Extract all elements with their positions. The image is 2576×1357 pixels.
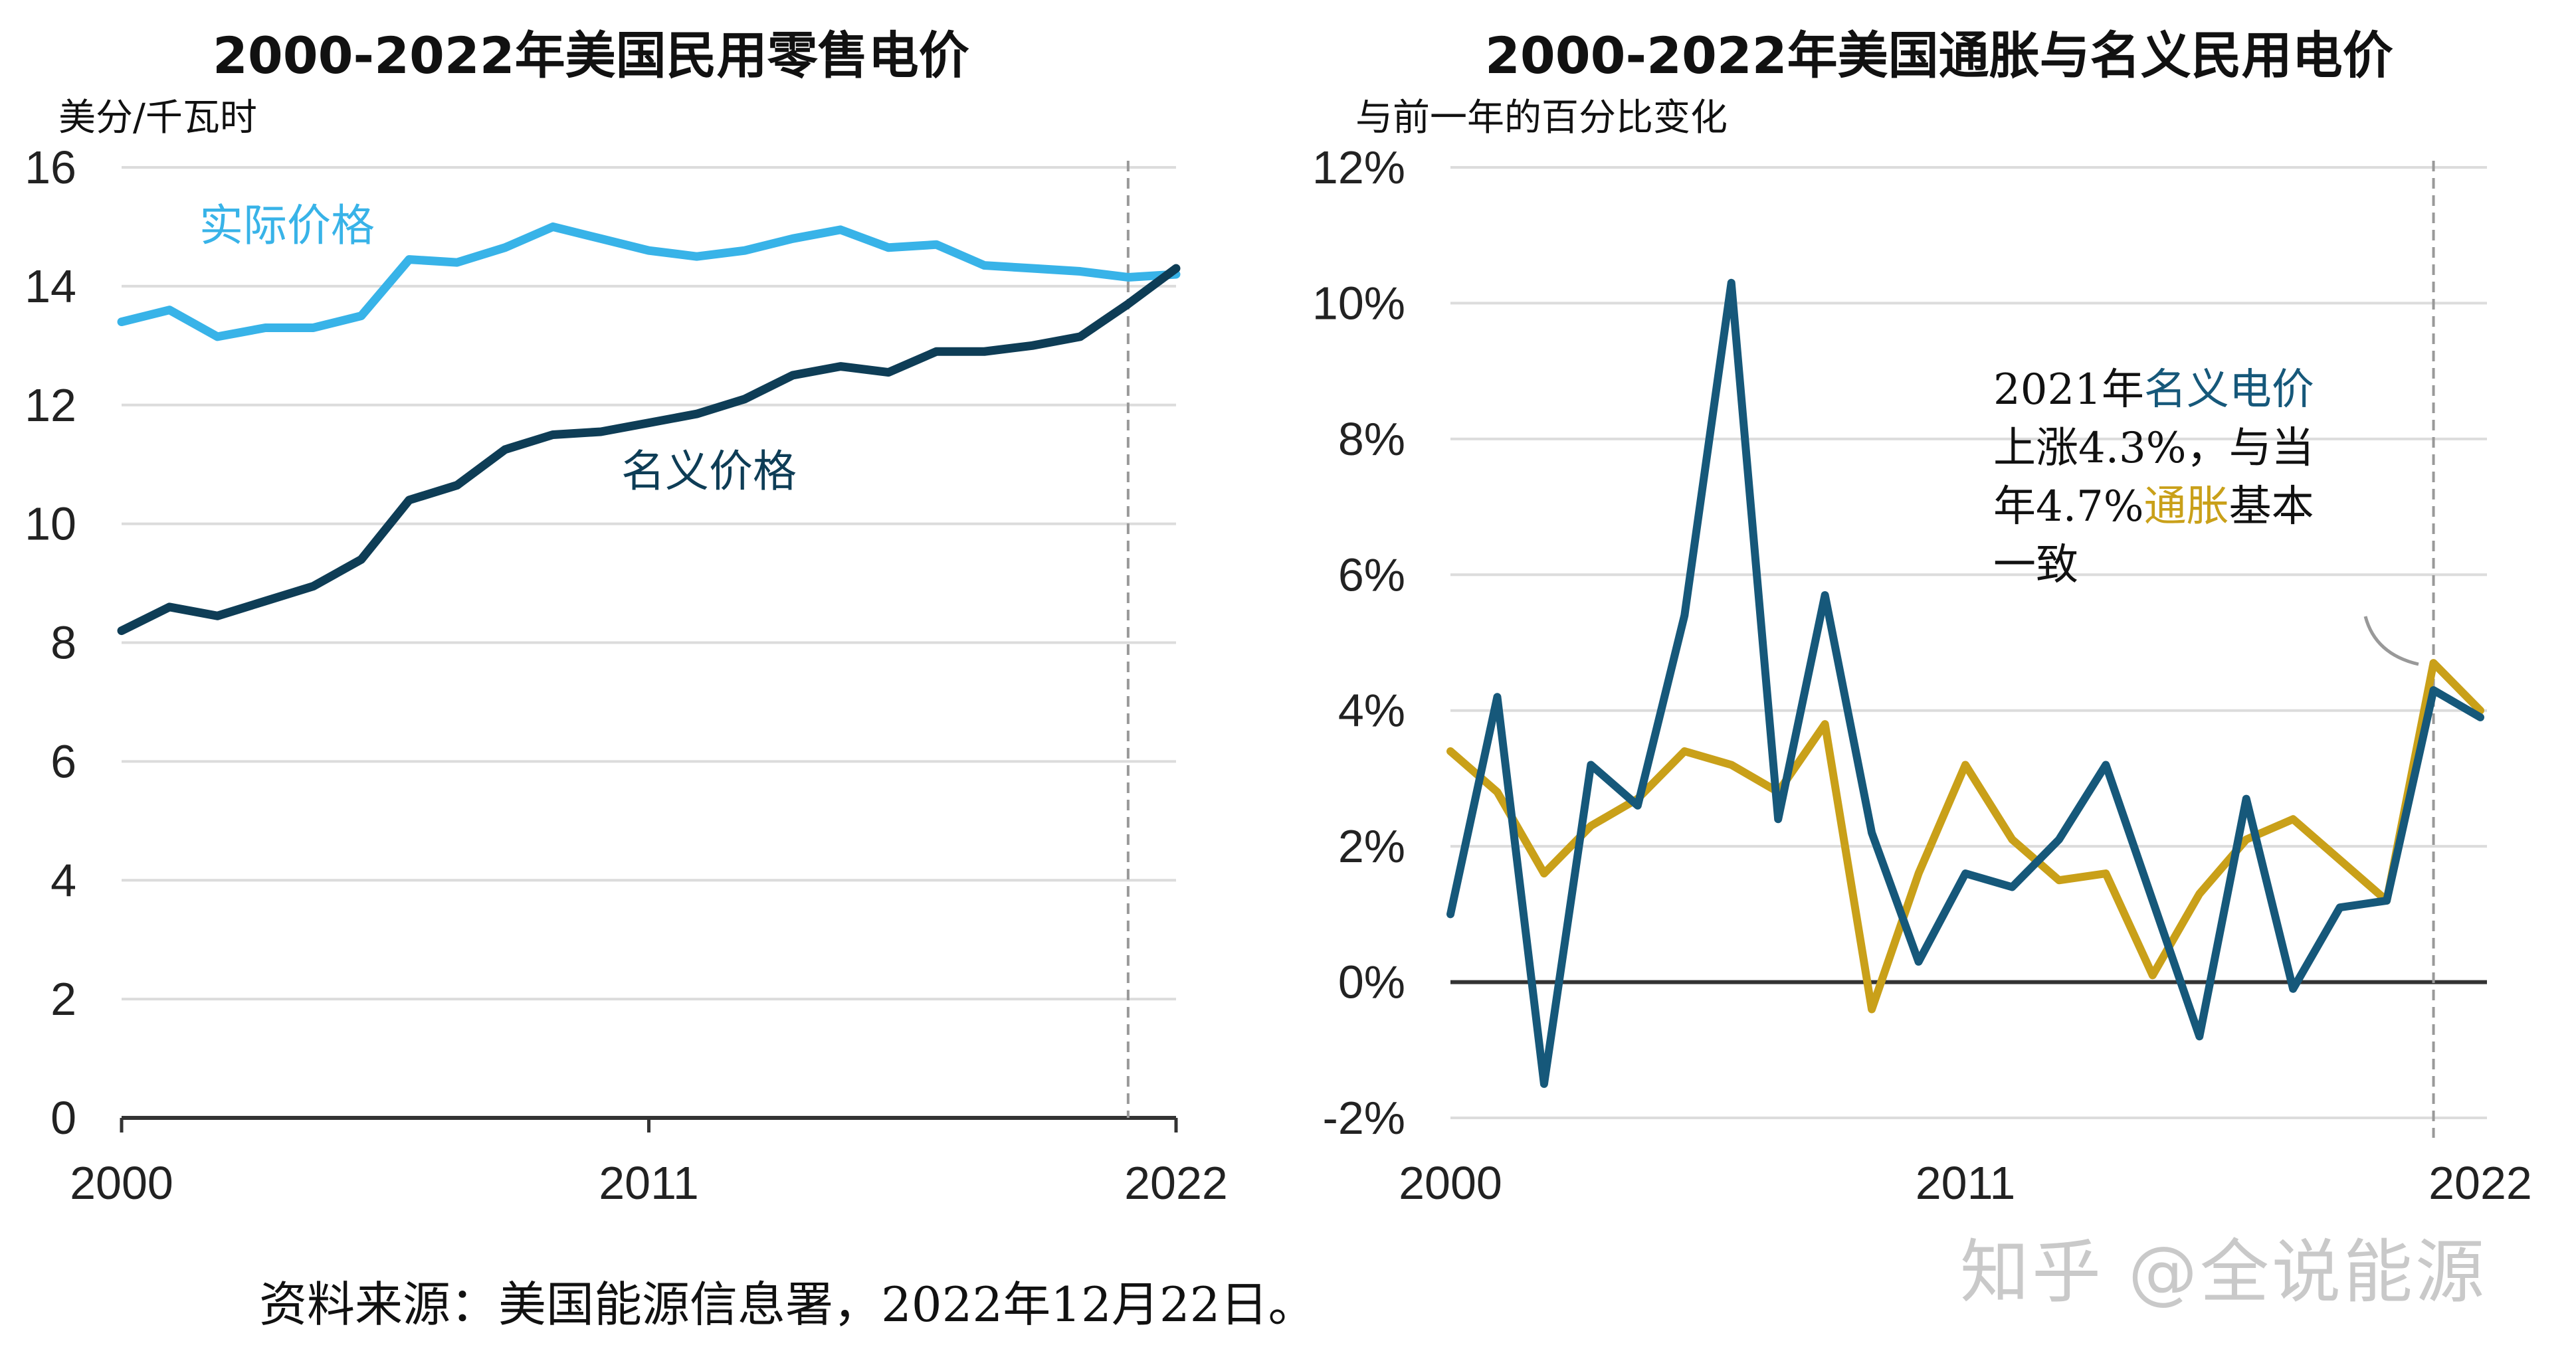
right-chart-unit-label: 与前一年的百分比变化 [1355,96,1728,139]
annotation-segment: 通胀 [2144,482,2229,531]
right-x-tick-label: 2000 [1399,1157,1502,1209]
left-y-tick-label: 2 [50,973,76,1025]
left-y-tick-label: 6 [50,735,76,787]
right-x-tick-label: 2011 [1916,1157,2016,1209]
annotation-line: 年4.7%通胀基本 [1993,482,2314,531]
right-y-tick-label: 8% [1338,413,1405,465]
left-y-tick-label: 16 [25,141,76,193]
right-y-tick-label: 0% [1338,956,1405,1008]
right-y-tick-label: 4% [1338,685,1405,737]
annotation-line: 一致 [1993,541,2078,590]
left-y-tick-label: 10 [25,498,76,550]
left-chart-unit-label: 美分/千瓦时 [58,96,257,139]
left-series-line-real-price [117,222,1181,341]
right-series-line-inflation [1446,659,2484,1014]
left-x-tick-label: 2022 [1124,1157,1228,1209]
right-y-tick-label: 2% [1338,820,1405,872]
right-chart-title: 2000-2022年美国通胀与名义民用电价 [1485,26,2393,85]
left-y-tick-label: 12 [25,379,76,431]
annotation-segment: 年4.7% [1993,482,2144,531]
watermark: 知乎 @全说能源 [1960,1231,2488,1312]
left-y-tick-label: 4 [50,854,76,906]
annotation-segment: 名义电价 [2144,365,2314,414]
right-series-line-nominal-price [1446,278,2484,1088]
annotation-line: 上涨4.3%，与当 [1993,424,2314,473]
left-x-tick-label: 2000 [70,1157,173,1209]
label-real-price: 实际价格 [199,200,375,251]
left-series-line-nominal-price [117,264,1181,636]
right-y-tick-label: -2% [1323,1092,1405,1144]
left-chart-title: 2000-2022年美国民用零售电价 [213,26,969,85]
left-y-tick-label: 0 [50,1092,76,1144]
label-nominal-price: 名义价格 [621,446,797,497]
annotation-line: 2021年名义电价 [1993,365,2314,414]
right-y-tick-label: 12% [1312,141,1405,193]
annotation-segment: 上涨4.3%，与当 [1993,424,2314,473]
annotation-segment: 一致 [1993,541,2078,590]
source-note: 资料来源：美国能源信息署，2022年12月22日。 [259,1277,1316,1332]
left-y-tick-label: 14 [25,260,76,312]
annotation-callout-curve [2363,616,2419,666]
left-y-tick-label: 8 [50,617,76,669]
right-y-tick-label: 10% [1312,277,1405,329]
annotation-segment: 2021年 [1993,365,2144,414]
right-y-tick-label: 6% [1338,549,1405,600]
right-x-tick-label: 2022 [2428,1157,2532,1209]
left-x-tick-label: 2011 [599,1157,699,1209]
annotation-segment: 基本 [2229,482,2314,531]
